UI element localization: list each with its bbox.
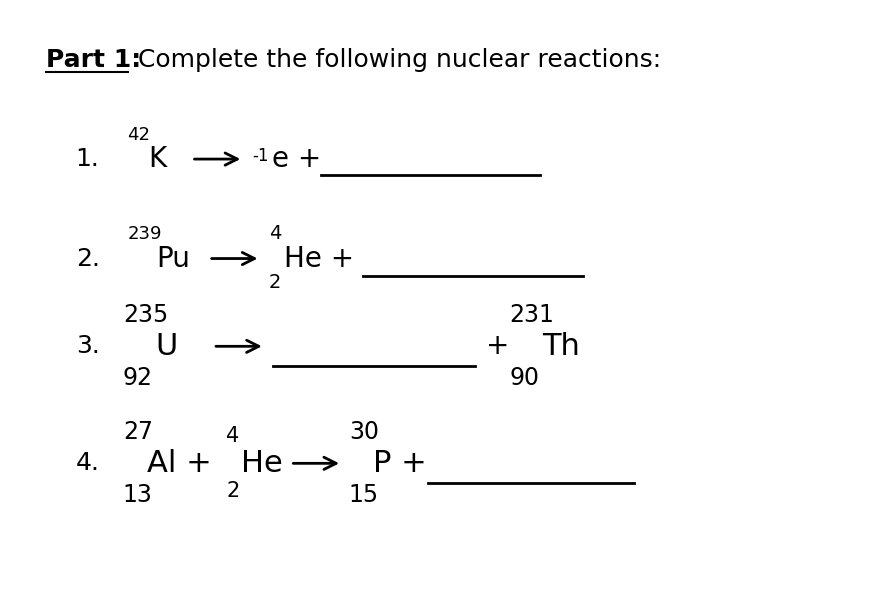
Text: Pu: Pu (156, 244, 190, 273)
Text: Part 1:: Part 1: (45, 48, 141, 72)
Text: 30: 30 (349, 420, 379, 444)
Text: U: U (155, 332, 178, 361)
Text: Th: Th (542, 332, 580, 361)
Text: 1.: 1. (76, 147, 100, 171)
Text: 90: 90 (510, 365, 540, 389)
Text: 235: 235 (123, 303, 168, 327)
Text: 2: 2 (226, 481, 239, 501)
Text: 27: 27 (123, 420, 153, 444)
Text: 92: 92 (123, 365, 153, 389)
Text: 231: 231 (510, 303, 554, 327)
Text: 2.: 2. (76, 247, 100, 271)
Text: 4.: 4. (76, 451, 100, 476)
Text: He: He (242, 449, 283, 478)
Text: 4: 4 (226, 426, 239, 446)
Text: 239: 239 (127, 225, 162, 243)
Text: +: + (486, 332, 510, 361)
Text: P +: P + (373, 449, 427, 478)
Text: -1: -1 (251, 147, 268, 165)
Text: 15: 15 (349, 483, 379, 507)
Text: 2: 2 (269, 273, 281, 292)
Text: Complete the following nuclear reactions:: Complete the following nuclear reactions… (130, 48, 661, 72)
Text: e +: e + (272, 145, 320, 173)
Text: 42: 42 (127, 126, 150, 144)
Text: He +: He + (285, 244, 354, 273)
Text: K: K (148, 145, 166, 173)
Text: 13: 13 (123, 483, 153, 507)
Text: 4: 4 (269, 224, 281, 243)
Text: Al +: Al + (147, 449, 212, 478)
Text: 3.: 3. (76, 334, 100, 358)
